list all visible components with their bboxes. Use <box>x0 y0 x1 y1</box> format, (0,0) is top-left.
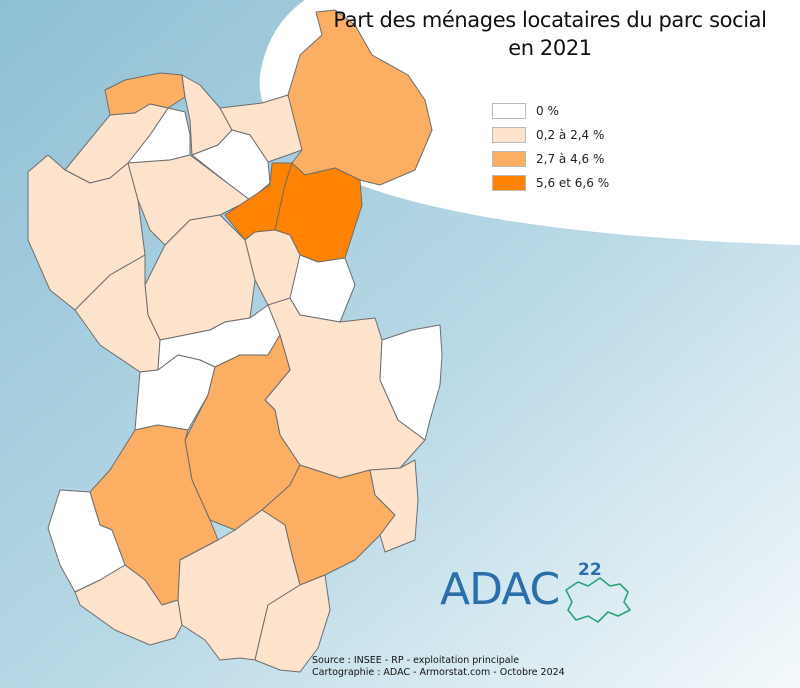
commune-east-2 <box>369 459 419 553</box>
title-panel <box>259 0 800 245</box>
map-title: Part des ménages locataires du parc soci… <box>300 6 800 62</box>
commune-white-far-east <box>379 324 443 441</box>
department-outline-icon <box>565 577 631 623</box>
source-note: Source : INSEE - RP - exploitation princ… <box>312 655 565 679</box>
adac-logo: ADAC 22 <box>440 560 631 630</box>
communes <box>27 9 443 673</box>
commune-west-2 <box>74 254 161 373</box>
source-line: Source : INSEE - RP - exploitation princ… <box>312 655 520 666</box>
map-title-line2: en 2021 <box>508 36 592 60</box>
legend-label: 2,7 à 4,6 % <box>536 152 605 166</box>
credit-line: Cartographie : ADAC - Armorstat.com - Oc… <box>312 667 565 678</box>
legend-swatch <box>492 103 526 119</box>
commune-northeast <box>287 9 433 186</box>
commune-south-2 <box>254 574 331 673</box>
map-title-line1: Part des ménages locataires du parc soci… <box>333 8 767 32</box>
legend-swatch <box>492 151 526 167</box>
legend-label: 0 % <box>536 104 559 118</box>
legend-label: 5,6 et 6,6 % <box>536 176 610 190</box>
legend-swatch <box>492 127 526 143</box>
legend-swatch <box>492 175 526 191</box>
logo-number: 22 <box>578 560 602 580</box>
logo-text: ADAC <box>440 564 560 615</box>
legend-label: 0,2 à 2,4 % <box>536 128 605 142</box>
